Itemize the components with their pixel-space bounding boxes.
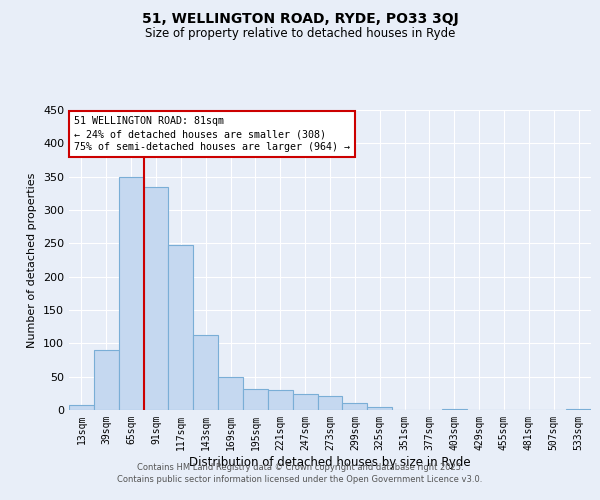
Bar [193, 334, 218, 410]
Text: 51, WELLINGTON ROAD, RYDE, PO33 3QJ: 51, WELLINGTON ROAD, RYDE, PO33 3QJ [142, 12, 458, 26]
Bar [243, 388, 268, 410]
X-axis label: Distribution of detached houses by size in Ryde: Distribution of detached houses by size … [189, 456, 471, 468]
Bar [293, 394, 317, 410]
Text: Size of property relative to detached houses in Ryde: Size of property relative to detached ho… [145, 28, 455, 40]
Bar [169, 246, 193, 410]
Bar [317, 396, 343, 410]
Text: 51 WELLINGTON ROAD: 81sqm
← 24% of detached houses are smaller (308)
75% of semi: 51 WELLINGTON ROAD: 81sqm ← 24% of detac… [74, 116, 350, 152]
Y-axis label: Number of detached properties: Number of detached properties [28, 172, 37, 348]
Bar [69, 406, 94, 410]
Text: Contains public sector information licensed under the Open Government Licence v3: Contains public sector information licen… [118, 474, 482, 484]
Text: Contains HM Land Registry data © Crown copyright and database right 2025.: Contains HM Land Registry data © Crown c… [137, 464, 463, 472]
Bar [218, 376, 243, 410]
Bar [119, 176, 143, 410]
Bar [268, 390, 293, 410]
Bar [143, 186, 169, 410]
Bar [94, 350, 119, 410]
Bar [367, 406, 392, 410]
Bar [343, 404, 367, 410]
